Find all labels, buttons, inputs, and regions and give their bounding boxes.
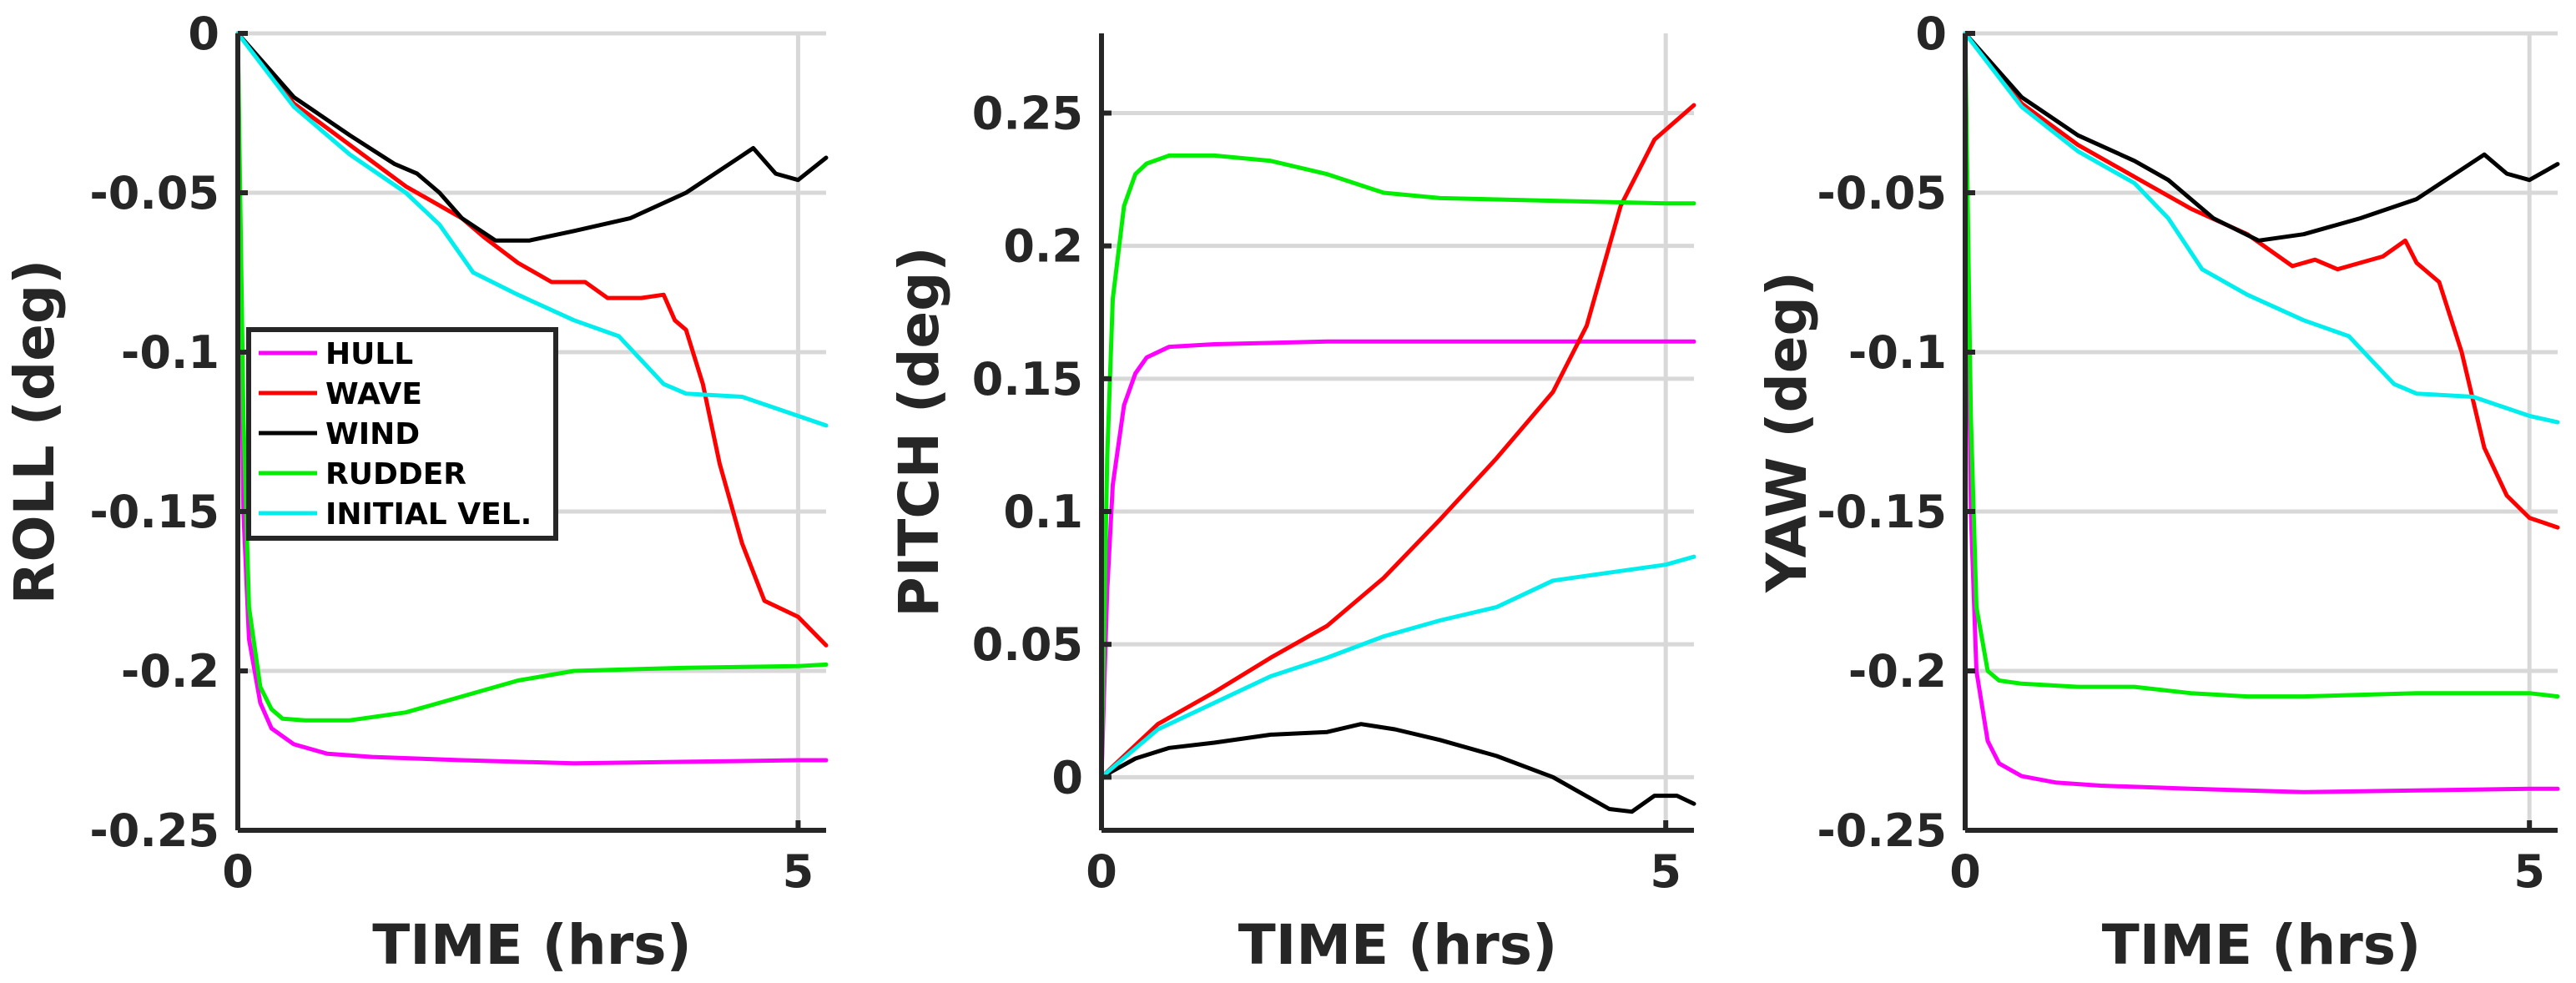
- legend-label: HULL: [325, 337, 413, 371]
- panel-3-ytick-label: 0: [1915, 8, 1947, 60]
- panel-2-series-wind: [1099, 722, 1696, 814]
- panel-3-series-hull: [1963, 31, 2560, 794]
- panel-2-ytick-label: 0.05: [972, 618, 1083, 671]
- panel-1-ytick-label: -0.2: [121, 645, 219, 698]
- legend: HULL WAVE WIND RUDDER INITIAL VEL.: [246, 327, 558, 541]
- panel-1-xlabel: TIME (hrs): [372, 913, 691, 977]
- panel-2-ytick-label: 0: [1051, 751, 1083, 804]
- panel-3-ytick-label: -0.1: [1848, 326, 1947, 379]
- panel-1-series-initial-vel: [235, 31, 829, 428]
- panel-3-series-wave: [1963, 31, 2560, 530]
- chart-panel-2: 0 0.05 0.1 0.15 0.2 0.25 0 5 TIME (hrs) PITCH (de…: [887, 33, 1696, 977]
- panel-1-xtick-label: 0: [222, 845, 254, 898]
- panel-1-series-rudder: [235, 31, 829, 723]
- panel-1-series-wave: [235, 31, 829, 648]
- panel-2-series-initial-vel: [1099, 554, 1696, 779]
- panel-3-series-rudder: [1963, 31, 2560, 699]
- panel-2-ytick-label: 0.15: [972, 353, 1083, 406]
- legend-label: RUDDER: [325, 457, 466, 492]
- panel-1-ytick-label: 0: [188, 8, 219, 60]
- panel-3-ylabel: YAW (deg): [1755, 271, 1819, 593]
- panel-1-series-wind: [235, 31, 829, 243]
- panel-2-ylabel: PITCH (deg): [887, 246, 951, 617]
- legend-label: WIND: [325, 417, 420, 451]
- panel-3-xtick-label: 5: [2513, 845, 2545, 898]
- panel-1-ylabel: ROLL (deg): [3, 260, 67, 605]
- panel-2-series-wave: [1099, 103, 1696, 779]
- panel-3-ytick-label: -0.2: [1848, 645, 1947, 698]
- panel-2-xlabel: TIME (hrs): [1238, 913, 1557, 977]
- panel-2-series-hull: [1099, 339, 1696, 779]
- panel-1-ytick-label: -0.1: [121, 326, 219, 379]
- panel-3-ytick-label: -0.25: [1817, 804, 1947, 857]
- panel-3-ytick-label: -0.15: [1817, 486, 1947, 538]
- panel-2-series-rudder: [1099, 153, 1696, 779]
- panel-2-ytick-label: 0.1: [1003, 486, 1083, 538]
- panel-3-series-wind: [1963, 31, 2560, 243]
- panel-3-xtick-label: 0: [1949, 845, 1981, 898]
- panel-2-xtick-label: 5: [1650, 845, 1681, 898]
- panel-3-ytick-label: -0.05: [1817, 167, 1947, 219]
- panel-1-ytick-label: -0.05: [89, 167, 219, 219]
- panel-3-series-initial-vel: [1963, 31, 2560, 425]
- panel-1-ytick-label: -0.25: [89, 804, 219, 857]
- panel-2-xtick-label: 0: [1086, 845, 1117, 898]
- legend-label: WAVE: [325, 377, 422, 411]
- panel-1-ytick-label: -0.15: [89, 486, 219, 538]
- panel-3-xlabel: TIME (hrs): [2102, 913, 2421, 977]
- legend-label: INITIAL VEL.: [325, 497, 532, 532]
- panel-1-series-hull: [235, 31, 829, 766]
- panel-1-xtick-label: 5: [783, 845, 814, 898]
- panel-2-ytick-label: 0.25: [972, 88, 1083, 140]
- panel-2-ytick-label: 0.2: [1003, 220, 1083, 273]
